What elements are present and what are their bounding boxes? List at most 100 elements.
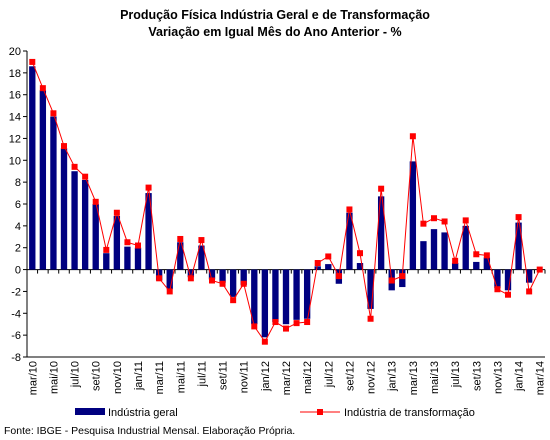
bar <box>92 204 99 270</box>
bar <box>377 196 385 270</box>
series-point <box>230 297 237 304</box>
bar <box>240 269 247 285</box>
legend-label-bars: Indústria geral <box>108 407 178 419</box>
x-tick-label: set/13 <box>471 361 483 391</box>
y-tick-label: 16 <box>9 90 21 102</box>
bar <box>483 257 491 270</box>
series-point <box>29 58 36 65</box>
x-tick-label: set/10 <box>91 361 103 391</box>
x-tick-label: jan/14 <box>514 361 526 392</box>
bar <box>430 229 438 270</box>
series-point <box>261 338 268 345</box>
series-point <box>283 325 289 332</box>
x-tick-label: set/12 <box>344 361 356 391</box>
series-point <box>103 246 110 253</box>
series-point <box>536 266 543 273</box>
x-tick-label: mar/10 <box>27 361 39 395</box>
y-tick-label: 8 <box>15 177 21 189</box>
chart-title: Produção Física Indústria Geral e de Tra… <box>120 8 430 22</box>
bar <box>420 241 427 270</box>
bar <box>494 269 501 289</box>
x-tick-label: mar/11 <box>154 361 166 394</box>
bar <box>60 148 68 270</box>
y-tick-label: 2 <box>15 243 21 255</box>
bar <box>71 171 78 270</box>
bar <box>356 263 364 270</box>
bar <box>229 269 237 297</box>
series-point <box>187 275 194 282</box>
series-point <box>420 220 427 227</box>
series-point <box>346 206 353 213</box>
bar <box>113 216 121 270</box>
y-tick-label: 0 <box>15 265 21 277</box>
chart-subtitle: Variação em Igual Mês do Ano Anterior - … <box>148 25 402 39</box>
bar <box>409 161 417 270</box>
bar <box>473 261 480 270</box>
y-tick-label: -2 <box>11 286 21 298</box>
y-tick-label: -8 <box>11 352 21 364</box>
x-tick-label: mai/13 <box>429 361 441 394</box>
bar <box>177 242 184 270</box>
x-tick-label: jul/12 <box>323 361 335 388</box>
series-point <box>505 291 511 298</box>
series-point <box>462 217 469 224</box>
series-point <box>219 280 226 287</box>
x-tick-label: nov/12 <box>366 361 378 394</box>
bar <box>198 245 205 270</box>
bar <box>367 269 374 309</box>
series-point <box>156 275 163 282</box>
series-point <box>483 252 490 259</box>
series-point <box>61 143 67 150</box>
series-point <box>452 257 459 264</box>
y-tick-label: -4 <box>11 308 21 320</box>
source-note: Fonte: IBGE - Pesquisa Industrial Mensal… <box>4 425 296 437</box>
bar <box>272 269 279 323</box>
x-tick-label: jan/13 <box>387 361 399 392</box>
series-point <box>367 315 374 322</box>
series-point <box>166 288 173 295</box>
series-point <box>409 133 416 140</box>
bar <box>325 264 332 270</box>
x-tick-label: nov/11 <box>239 361 251 393</box>
x-tick-label: jul/13 <box>450 361 462 388</box>
bar <box>451 263 459 270</box>
series-point <box>304 319 311 326</box>
series-point <box>314 260 321 267</box>
series-point <box>124 239 131 246</box>
y-tick-label: 10 <box>9 155 21 167</box>
x-tick-label: mai/11 <box>175 361 187 393</box>
y-tick-label: 6 <box>15 199 21 211</box>
series-point <box>198 237 205 244</box>
legend-label-line: Indústria de transformação <box>344 407 475 419</box>
series-point <box>240 280 247 287</box>
x-tick-label: mai/10 <box>48 361 60 394</box>
series-point <box>92 198 99 205</box>
bar <box>103 253 110 270</box>
y-tick-label: 14 <box>9 112 21 124</box>
series-point <box>293 320 300 327</box>
bar <box>462 225 469 270</box>
series-point <box>272 319 279 326</box>
x-tick-label: nov/10 <box>112 361 124 394</box>
x-tick-label: jul/11 <box>196 361 208 387</box>
bar <box>251 269 258 325</box>
bar <box>346 212 353 270</box>
series-point <box>325 253 332 260</box>
series-point <box>82 173 89 180</box>
series-point <box>177 235 184 242</box>
series-point <box>515 214 522 221</box>
series-point <box>441 218 448 225</box>
y-tick-label: 12 <box>9 133 21 145</box>
series-point <box>50 110 57 117</box>
x-tick-label: jan/12 <box>260 361 272 392</box>
series-point <box>473 251 480 258</box>
bar <box>29 66 36 270</box>
bar <box>282 269 290 325</box>
x-tick-label: mar/14 <box>535 361 547 395</box>
series-point <box>113 209 120 216</box>
legend-marker <box>317 409 323 415</box>
bar <box>187 269 195 278</box>
bar <box>134 247 142 270</box>
